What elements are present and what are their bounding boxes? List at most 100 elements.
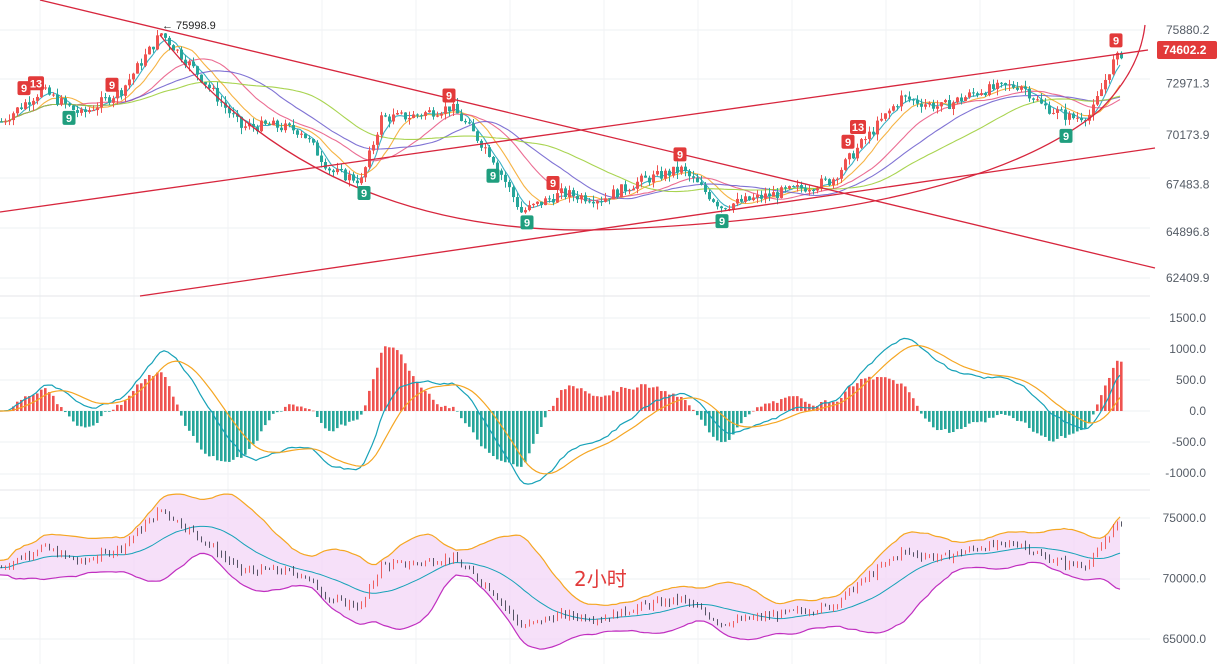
macd-histogram-bar <box>952 411 955 433</box>
macd-histogram-bar <box>668 394 671 411</box>
macd-histogram-bar <box>16 401 19 411</box>
svg-text:9: 9 <box>845 137 851 149</box>
candle-body <box>364 167 367 178</box>
price-tick-label: 67483.8 <box>1166 178 1210 192</box>
svg-text:9: 9 <box>677 149 683 161</box>
candle-body <box>508 181 511 188</box>
macd-histogram-bar <box>516 411 519 467</box>
macd-histogram-bar <box>872 379 875 411</box>
current-price-tag: 74602.2 <box>1157 41 1217 59</box>
candle-body <box>160 33 163 36</box>
candle-body <box>968 92 971 98</box>
macd-histogram-bar <box>1040 411 1043 436</box>
macd-histogram-bar <box>724 411 727 442</box>
macd-histogram-bar <box>1116 360 1119 411</box>
macd-histogram-bar <box>408 370 411 411</box>
candle-body <box>608 198 611 200</box>
macd-histogram-bar <box>220 411 223 462</box>
candle-body <box>328 168 331 171</box>
svg-text:9: 9 <box>1063 131 1069 143</box>
candle-body <box>484 147 487 149</box>
macd-histogram-bar <box>536 411 539 434</box>
candle-body <box>112 98 115 103</box>
macd-histogram-bar <box>816 406 819 411</box>
macd-tick-label: 500.0 <box>1176 373 1206 387</box>
candle-body <box>92 110 95 112</box>
candle-body <box>796 185 799 187</box>
candle-body <box>804 188 807 192</box>
macd-histogram-bar <box>64 411 67 413</box>
candle-body <box>132 73 135 80</box>
candle-body <box>640 175 643 182</box>
macd-histogram-bar <box>1100 395 1103 411</box>
macd-histogram-bar <box>500 411 503 461</box>
candle-body <box>720 206 723 209</box>
macd-histogram-bar <box>820 401 823 411</box>
macd-histogram-bar <box>964 411 967 428</box>
macd-histogram-bar <box>676 396 679 411</box>
candle-body <box>16 107 19 114</box>
td-sell-marker: 9 <box>17 81 31 96</box>
candle-body <box>424 112 427 116</box>
candle-body <box>432 110 435 117</box>
candle-body <box>228 107 231 114</box>
boll-lower-line <box>0 552 1121 650</box>
macd-histogram-bar <box>328 411 331 431</box>
macd-histogram-bar <box>804 401 807 411</box>
candle-body <box>60 98 63 105</box>
candle-body <box>732 203 735 210</box>
candle-body <box>960 97 963 101</box>
macd-histogram-bar <box>420 387 423 411</box>
candle-body <box>400 112 403 114</box>
td-sell-marker: 9 <box>1109 33 1123 48</box>
candle-body <box>772 192 775 197</box>
macd-histogram-bar <box>36 393 39 411</box>
svg-text:9: 9 <box>524 217 530 229</box>
macd-histogram-bar <box>12 406 15 411</box>
macd-histogram-bar <box>988 411 991 418</box>
macd-histogram-bar <box>488 411 491 453</box>
candle-body <box>280 127 283 131</box>
macd-histogram-bar <box>888 378 891 411</box>
candle-body <box>164 33 167 38</box>
macd-histogram-bar <box>1016 411 1019 421</box>
timeframe-label: 2小时 <box>574 567 627 591</box>
macd-histogram-bar <box>256 411 259 441</box>
candle-body <box>304 133 307 139</box>
macd-histogram-bar <box>196 411 199 443</box>
macd-histogram-bar <box>876 376 879 411</box>
macd-histogram-bar <box>460 411 463 419</box>
candle-body <box>108 97 111 103</box>
macd-histogram-bar <box>212 411 215 457</box>
candle-body <box>816 188 819 191</box>
macd-histogram-bar <box>716 411 719 441</box>
macd-histogram-bar <box>60 407 63 411</box>
macd-histogram-bar <box>584 391 587 411</box>
macd-histogram-bar <box>632 389 635 411</box>
candle-body <box>924 104 927 107</box>
candle-body <box>840 169 843 179</box>
candle-body <box>48 87 51 95</box>
macd-histogram-bar <box>776 402 779 411</box>
svg-text:9: 9 <box>361 188 367 200</box>
macd-histogram-bar <box>1060 411 1063 437</box>
candle-body <box>868 131 871 140</box>
candle-body <box>572 190 575 197</box>
ma-line <box>0 80 1121 193</box>
candle-body <box>1092 104 1095 115</box>
candle-body <box>456 103 459 114</box>
macd-histogram-bar <box>636 387 639 411</box>
boll-tick-label: 70000.0 <box>1163 572 1207 586</box>
candle-body <box>504 174 507 182</box>
macd-histogram-bar <box>612 390 615 411</box>
candle-body <box>776 192 779 198</box>
svg-text:13: 13 <box>30 78 42 90</box>
macd-histogram-bar <box>80 411 83 427</box>
candle-body <box>20 107 23 109</box>
candle-body <box>244 126 247 128</box>
candle-body <box>296 130 299 135</box>
macd-histogram-bar <box>708 411 711 433</box>
macd-histogram-bar <box>628 388 631 411</box>
candle-body <box>148 46 151 55</box>
